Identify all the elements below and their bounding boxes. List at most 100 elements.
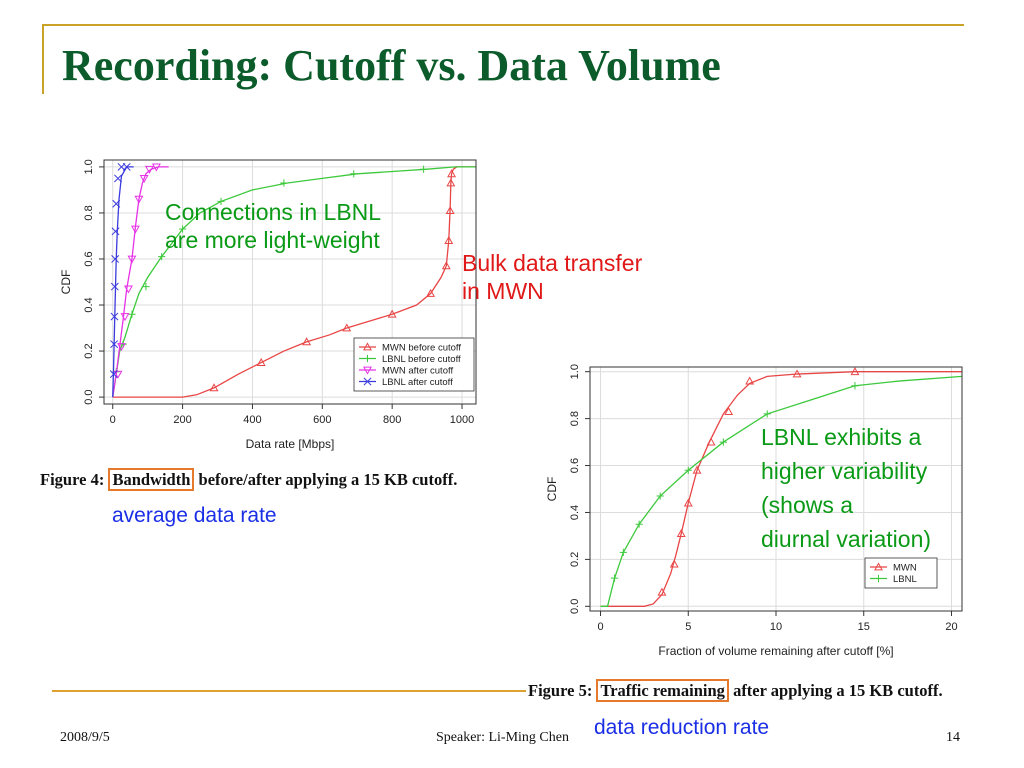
data-point <box>441 261 451 270</box>
legend-marker <box>874 562 883 571</box>
data-point <box>669 559 679 568</box>
data-point <box>110 282 119 291</box>
data-point <box>850 367 860 376</box>
figure5-caption-suffix: after applying a 15 KB cutoff. <box>733 681 943 700</box>
series-line <box>112 166 476 398</box>
data-point <box>719 438 727 446</box>
annotation-line: in MWN <box>462 278 544 304</box>
figure5-caption-highlight: Traffic remaining <box>596 679 729 702</box>
data-point <box>114 174 122 183</box>
figure5-caption: Figure 5: Traffic remaining after applyi… <box>528 679 943 702</box>
x-tick-label: 1000 <box>450 414 474 426</box>
y-tick-label: 0.6 <box>569 458 581 473</box>
figure4-caption-highlight: Bandwidth <box>108 468 195 491</box>
data-point <box>139 175 149 184</box>
data-point <box>302 337 312 346</box>
series-lbnl <box>600 375 963 607</box>
data-point <box>342 323 352 332</box>
data-point <box>112 199 121 208</box>
y-tick-label: 0.8 <box>83 205 95 220</box>
y-tick-label: 1.0 <box>83 159 95 174</box>
annotation-lbnl-variability: LBNL exhibits a higher variability (show… <box>761 420 931 556</box>
x-tick-label: 800 <box>383 414 401 426</box>
data-point <box>113 370 123 379</box>
page-number: 14 <box>946 730 960 745</box>
figure4-caption-suffix: before/after applying a 15 KB cutoff. <box>198 470 458 489</box>
legend-label: MWN before cutoff <box>382 343 461 354</box>
data-point <box>635 520 643 528</box>
series-mwn <box>600 367 962 607</box>
annotation-line: Connections in LBNL <box>165 199 382 225</box>
legend-label: MWN <box>893 563 917 574</box>
y-tick-label: 0.4 <box>83 297 95 312</box>
x-tick-label: 200 <box>173 414 191 426</box>
data-point <box>256 357 266 366</box>
figure5-caption-prefix: Figure 5: <box>528 681 593 700</box>
data-point <box>110 312 119 321</box>
x-axis-label: Fraction of volume remaining after cutof… <box>658 644 893 658</box>
data-point <box>142 283 150 291</box>
slide-title: Recording: Cutoff vs. Data Volume <box>62 41 721 90</box>
y-axis-label: CDF <box>59 270 73 295</box>
data-point <box>158 253 166 261</box>
data-point <box>124 285 133 294</box>
data-point <box>676 528 686 537</box>
data-point <box>684 466 692 474</box>
data-point <box>350 170 358 178</box>
data-point <box>130 225 140 234</box>
data-point <box>420 165 428 173</box>
x-tick-label: 0 <box>597 621 603 633</box>
data-point <box>151 163 161 172</box>
data-point <box>745 376 755 385</box>
series-line <box>112 166 169 398</box>
legend-marker <box>363 342 372 351</box>
data-point <box>444 235 454 244</box>
data-point <box>178 225 187 233</box>
y-tick-label: 1.0 <box>569 364 581 379</box>
data-point <box>117 343 126 352</box>
legend-label: MWN after cutoff <box>382 366 453 377</box>
plot-frame <box>103 159 477 405</box>
x-tick-label: 10 <box>770 621 782 633</box>
x-tick-label: 400 <box>243 414 261 426</box>
figure4-caption: Figure 4: Bandwidth before/after applyin… <box>40 468 458 491</box>
y-tick-label: 0.2 <box>569 552 581 567</box>
x-axis-label: Data rate [Mbps] <box>246 437 335 451</box>
data-point <box>446 178 456 187</box>
y-tick-label: 0.2 <box>83 343 95 358</box>
traffic-remaining-cdf-chart: 0 5 10 15 20 0.0 0.2 0.4 0.6 0.8 1.0 Fraction of vo… <box>545 364 963 658</box>
y-tick-label: 0.4 <box>569 505 581 520</box>
data-point <box>447 169 456 178</box>
data-point <box>110 340 119 349</box>
data-point <box>120 313 130 322</box>
annotation-line: LBNL exhibits a <box>761 424 922 450</box>
data-point <box>209 383 219 392</box>
bandwidth-cdf-chart: 0 200 400 600 800 1000 0.0 0.2 0.4 0.6 0.8 1.0 Data … <box>59 159 477 451</box>
data-point <box>144 165 154 174</box>
legend-label: LBNL before cutoff <box>382 354 461 365</box>
annotation-reduction-rate: data reduction rate <box>594 716 770 739</box>
data-point <box>706 437 716 446</box>
y-axis-label: CDF <box>545 477 559 502</box>
data-point <box>128 310 136 318</box>
data-point <box>127 255 137 264</box>
annotation-line: Bulk data transfer <box>462 250 643 276</box>
series-line <box>600 371 962 607</box>
legend-box <box>864 557 938 589</box>
data-point <box>122 162 131 171</box>
x-tick-label: 0 <box>110 414 116 426</box>
legend-marker <box>363 354 372 363</box>
x-tick-label: 15 <box>858 621 870 633</box>
x-tick-label: 20 <box>945 621 957 633</box>
data-point <box>109 370 118 379</box>
data-point <box>683 498 693 507</box>
annotation-line: (shows a <box>761 492 854 518</box>
data-point <box>692 465 702 474</box>
x-tick-label: 5 <box>685 621 691 633</box>
data-point <box>387 309 397 318</box>
data-point <box>619 548 627 556</box>
data-point <box>656 492 664 500</box>
data-point <box>280 179 288 187</box>
